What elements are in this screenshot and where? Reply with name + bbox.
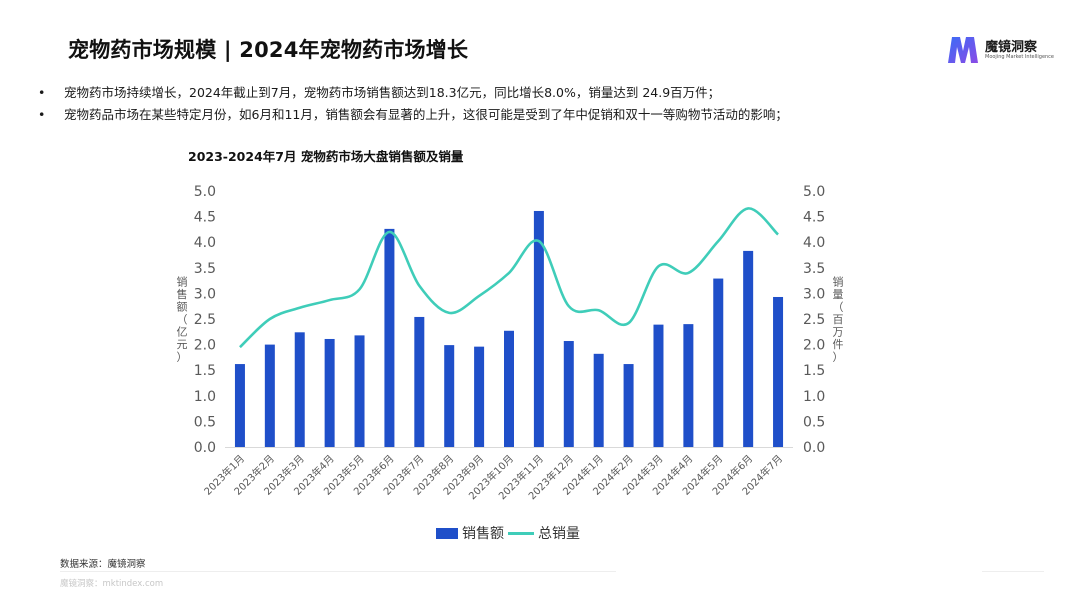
y-tick-label-right: 5.0 <box>803 184 825 200</box>
bar-sales <box>713 278 724 447</box>
legend-label-volume: 总销量 <box>538 526 580 542</box>
bullet-marker: • <box>38 107 46 122</box>
y-tick-label-left: 1.0 <box>194 389 216 405</box>
bullet-list: • 宠物药市场持续增长，2024年截止到7月，宠物药市场销售额达到18.3亿元，… <box>38 82 1068 126</box>
y-tick-label-left: 0.0 <box>194 440 216 456</box>
y-tick-label-left: 0.5 <box>194 414 216 430</box>
y-tick-label-left: 4.5 <box>194 210 216 226</box>
bar-sales <box>504 330 514 447</box>
bar-sales <box>683 324 694 447</box>
legend-bar-swatch <box>436 527 458 539</box>
brand-name: 魔镜洞察 <box>985 40 1038 55</box>
y-tick-label-left: 4.0 <box>194 235 216 251</box>
y-tick-label-right: 1.0 <box>803 389 825 405</box>
bar-sales <box>264 344 275 447</box>
bar-sales <box>623 364 634 447</box>
bar-sales <box>593 353 604 447</box>
bar-sales <box>234 364 245 447</box>
y-tick-label-right: 3.0 <box>803 286 825 302</box>
bullet-text: 宠物药市场持续增长，2024年截止到7月，宠物药市场销售额达到18.3亿元，同比… <box>64 85 721 100</box>
y-tick-label-left: 3.0 <box>194 286 216 302</box>
bar-sales <box>444 345 455 447</box>
y-tick-label-right: 1.5 <box>803 363 825 379</box>
watermark: 魔镜洞察：mktindex.com <box>60 579 164 589</box>
bar-sales <box>384 228 395 447</box>
brand-logo-icon <box>948 37 978 63</box>
bar-sales <box>414 316 425 447</box>
bar-sales <box>474 346 485 447</box>
y-tick-label-left: 2.0 <box>194 338 216 354</box>
y-tick-label-left: 3.5 <box>194 261 216 277</box>
y-tick-label-right: 4.5 <box>803 210 825 226</box>
brand-tagline: Moojing Market Intelligence <box>985 54 1055 60</box>
bullet-text: 宠物药品市场在某些特定月份，如6月和11月，销售额会有显著的上升，这很可能是受到… <box>64 107 788 122</box>
bar-sales <box>773 296 784 447</box>
y-tick-label-right: 3.5 <box>803 261 825 277</box>
y-tick-label-right: 0.0 <box>803 440 825 456</box>
bar-sales <box>743 250 754 447</box>
bar-sales <box>533 210 544 447</box>
page-title: 宠物药市场规模 | 2024年宠物药市场增长 <box>68 38 469 62</box>
bar-sales <box>653 324 664 447</box>
y-tick-label-left: 5.0 <box>194 184 216 200</box>
bullet-item: • 宠物药品市场在某些特定月份，如6月和11月，销售额会有显著的上升，这很可能是… <box>38 104 1068 126</box>
legend-line-swatch <box>508 531 534 535</box>
bar-sales <box>294 332 305 447</box>
y-tick-label-right: 4.0 <box>803 235 825 251</box>
chart-legend: 销售额 总销量 <box>436 523 580 543</box>
line-total-volume <box>239 207 779 349</box>
bar-sales <box>563 341 574 447</box>
y-tick-label-left: 1.5 <box>194 363 216 379</box>
y-tick-label-right: 0.5 <box>803 414 825 430</box>
data-source: 数据来源：魔镜洞察 <box>60 559 146 570</box>
y-tick-label-left: 2.5 <box>194 312 216 328</box>
bullet-item: • 宠物药市场持续增长，2024年截止到7月，宠物药市场销售额达到18.3亿元，… <box>38 82 1068 104</box>
bullet-marker: • <box>38 85 46 100</box>
bar-sales <box>324 338 335 447</box>
chart-title: 2023-2024年7月 宠物药市场大盘销售额及销量 <box>188 149 464 164</box>
footer-divider <box>60 571 616 572</box>
y-tick-label-right: 2.0 <box>803 338 825 354</box>
bar-sales <box>354 335 365 447</box>
y-axis-title-left: 销售额（亿元） <box>177 275 188 364</box>
legend-label-sales: 销售额 <box>462 526 504 542</box>
y-tick-label-right: 2.5 <box>803 312 825 328</box>
footer-divider <box>982 571 1044 572</box>
y-axis-title-right: 销量（百万件） <box>833 275 844 364</box>
